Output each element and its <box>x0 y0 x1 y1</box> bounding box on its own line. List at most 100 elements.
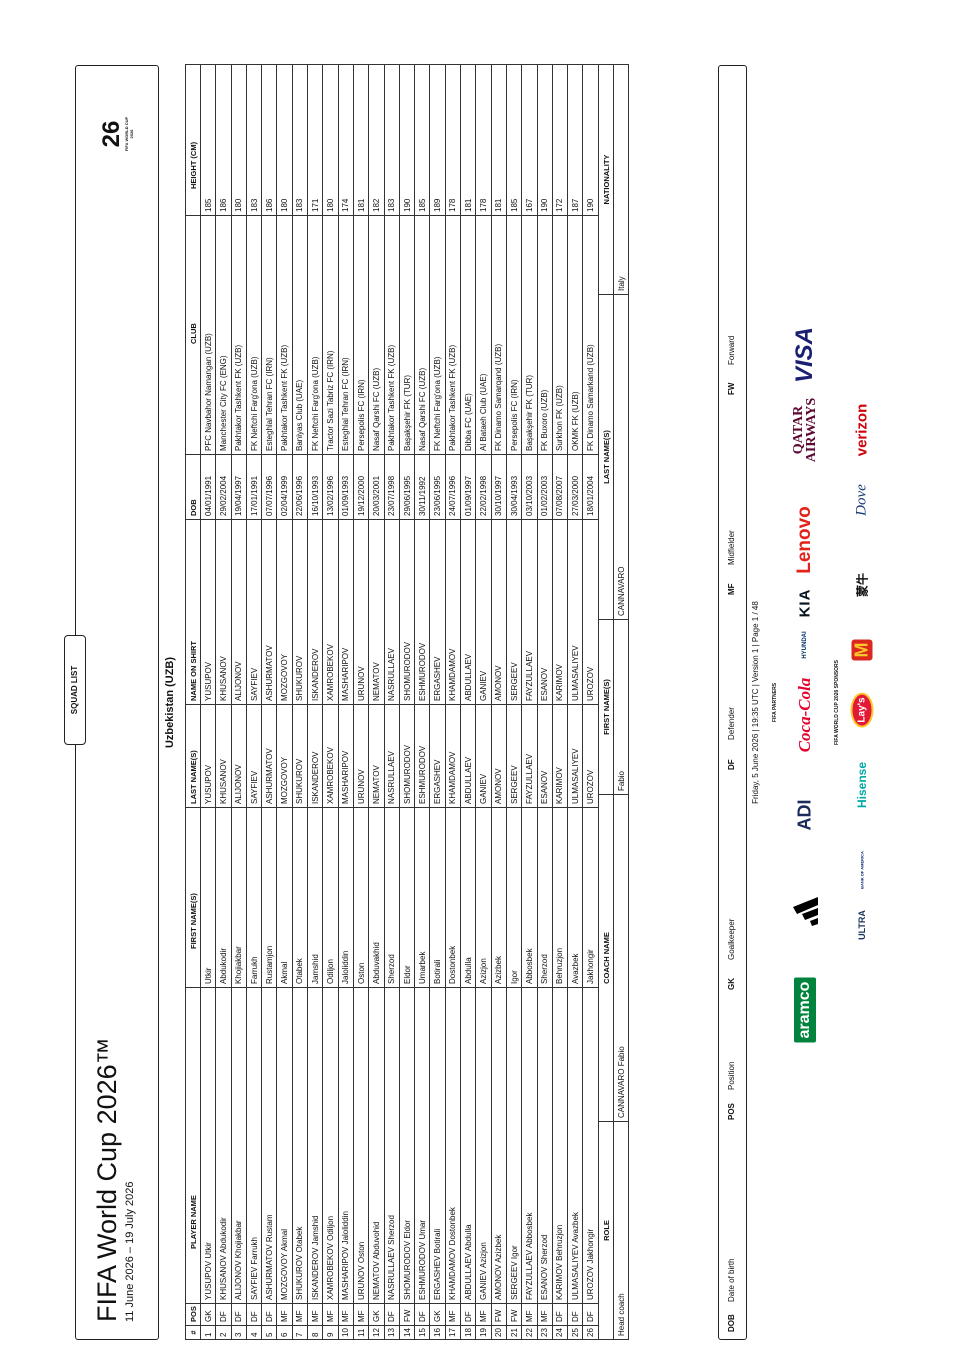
cell: 186 <box>261 64 277 216</box>
column-header: LAST NAME(S) <box>598 294 614 620</box>
cell: Jaloliddin <box>338 807 354 988</box>
cell: Otabek <box>292 807 308 988</box>
cell: 01/09/1993 <box>338 454 354 520</box>
cell: Jamshid <box>307 807 323 988</box>
cell: 9 <box>322 1325 339 1340</box>
cell: Botirali <box>429 807 446 988</box>
sponsor-logo: Lay's <box>850 692 874 728</box>
column-header: HEIGHT (CM) <box>185 64 201 216</box>
player-row: 17 MF KHAMDAMOV Dostonbek Dostonbek KHAMDAMO… <box>445 64 461 1340</box>
cell: ULMASALIYEV <box>567 704 583 808</box>
cell: YUSUPOV <box>200 519 216 705</box>
cell: 8 <box>307 1325 323 1340</box>
cell: SAYFIEV <box>246 704 262 808</box>
legend-text: Position <box>727 1061 736 1090</box>
cell: 29/06/1995 <box>399 454 415 520</box>
cell: 15 <box>414 1325 430 1340</box>
cell: 190 <box>537 64 553 216</box>
cell: FAYZULLAEV <box>521 519 538 705</box>
cell: 185 <box>200 64 216 216</box>
player-row: 8 MF ISKANDEROV Jamshid Jamshid ISKANDEROV IS… <box>307 64 323 1340</box>
cell: Persepolis FC (IRN) <box>506 215 522 455</box>
cell: 24 <box>552 1325 568 1340</box>
cell: DF <box>246 1303 262 1326</box>
cell: Başakşehir FK (TUR) <box>399 215 415 455</box>
cell: 178 <box>475 64 492 216</box>
legend-abbr: MF <box>727 583 736 595</box>
cell: GK <box>429 1303 446 1326</box>
cell: MF <box>537 1303 553 1326</box>
cell: 24/07/1996 <box>445 454 461 520</box>
cell: 01/09/1997 <box>460 454 476 520</box>
cell: 10 <box>338 1325 354 1340</box>
cell: Başakşehir FK (TUR) <box>521 215 538 455</box>
legend-text: Date of birth <box>727 1258 736 1302</box>
player-row: 10 MF MASHARIPOV Jaloliddin Jaloliddin MASHA… <box>338 64 354 1340</box>
tab: SQUAD LIST <box>64 635 86 745</box>
cell: Igor <box>506 807 522 988</box>
cell: FW <box>506 1303 522 1326</box>
cell: Sherzod <box>537 807 553 988</box>
cell: Avazbek <box>567 807 583 988</box>
cell: Abbosbek <box>521 807 538 988</box>
cell: Nasaf Qarshi FC (UZB) <box>368 215 385 455</box>
cell: MF <box>475 1303 492 1326</box>
cell: 18 <box>460 1325 476 1340</box>
cell: MF <box>307 1303 323 1326</box>
cell: ASHURMATOV <box>261 519 277 705</box>
player-row: 5 DF ASHURMATOV Rustam Rustamjon ASHURMATOV A… <box>261 64 277 1340</box>
cell: 3 <box>231 1325 247 1340</box>
logo-number: 26 <box>98 120 125 148</box>
legend-abbr: GK <box>727 978 736 990</box>
cell: MOZGOVOY <box>276 519 293 705</box>
title: FIFA World Cup 2026™ <box>92 1037 122 1322</box>
cell: Akmal <box>276 807 293 988</box>
cell: KARIMOV Behruzjon <box>552 987 568 1304</box>
cell: 20/03/2001 <box>368 454 385 520</box>
cell: Italy <box>613 64 629 295</box>
partner-logo: VISA <box>791 326 818 384</box>
logo-text: FIFA WORLD CUP 2026 <box>124 116 134 152</box>
cell: 17 <box>445 1325 461 1340</box>
cell: 180 <box>231 64 247 216</box>
cell: 30/11/1992 <box>414 454 430 520</box>
cell: FK Neftchi Farg'ona (UZB) <box>246 215 262 455</box>
cell: 25 <box>567 1325 583 1340</box>
cell: KHUSANOV <box>215 704 232 808</box>
cell: Umarbek <box>414 807 430 988</box>
column-header: POS <box>185 1303 201 1326</box>
cell: 12 <box>368 1325 385 1340</box>
cell: MF <box>521 1303 538 1326</box>
legend-abbr: DOB <box>727 1314 736 1332</box>
cell: DF <box>261 1303 277 1326</box>
cell: GANIEV <box>475 519 492 705</box>
sponsor-logo: Dove <box>853 484 870 516</box>
cell: 190 <box>399 64 415 216</box>
cell: GK <box>200 1303 216 1326</box>
cell: 167 <box>521 64 538 216</box>
partner-logo: Coca-Cola <box>795 677 814 753</box>
cell: 7 <box>292 1325 308 1340</box>
cell: 1 <box>200 1325 216 1340</box>
cell: ESANOV <box>537 704 553 808</box>
cell: Persepolis FC (IRN) <box>353 215 369 455</box>
legend-abbr: FW <box>727 382 736 395</box>
footer: Friday, 5 June 2026 | 19:35 UTC | Versio… <box>751 601 760 804</box>
cell: ABDULLAEV <box>460 519 476 705</box>
cell: SERGEEV Igor <box>506 987 522 1304</box>
legend-item: DOB Date of birth <box>727 1258 736 1332</box>
cell: DF <box>231 1303 247 1326</box>
partner-logo: HYUNDAI <box>802 631 808 659</box>
cell: ISKANDEROV <box>307 519 323 705</box>
cell: 07/08/2007 <box>552 454 568 520</box>
cell: ERGASHEV <box>429 704 446 808</box>
column-header: DOB <box>185 454 201 520</box>
cell: 23/07/1998 <box>384 454 400 520</box>
cell: 01/02/2003 <box>537 454 553 520</box>
cell: XAMROBEKOV <box>322 519 339 705</box>
cell: MASHARIPOV <box>338 519 354 705</box>
player-row: 16 GK ERGASHEV Botirali Botirali ERGASHEV ERG… <box>429 64 446 1340</box>
cell: 181 <box>353 64 369 216</box>
sponsor-logo: 蒙牛 <box>855 572 870 598</box>
cell: SHUKUROV Otabek <box>292 987 308 1304</box>
